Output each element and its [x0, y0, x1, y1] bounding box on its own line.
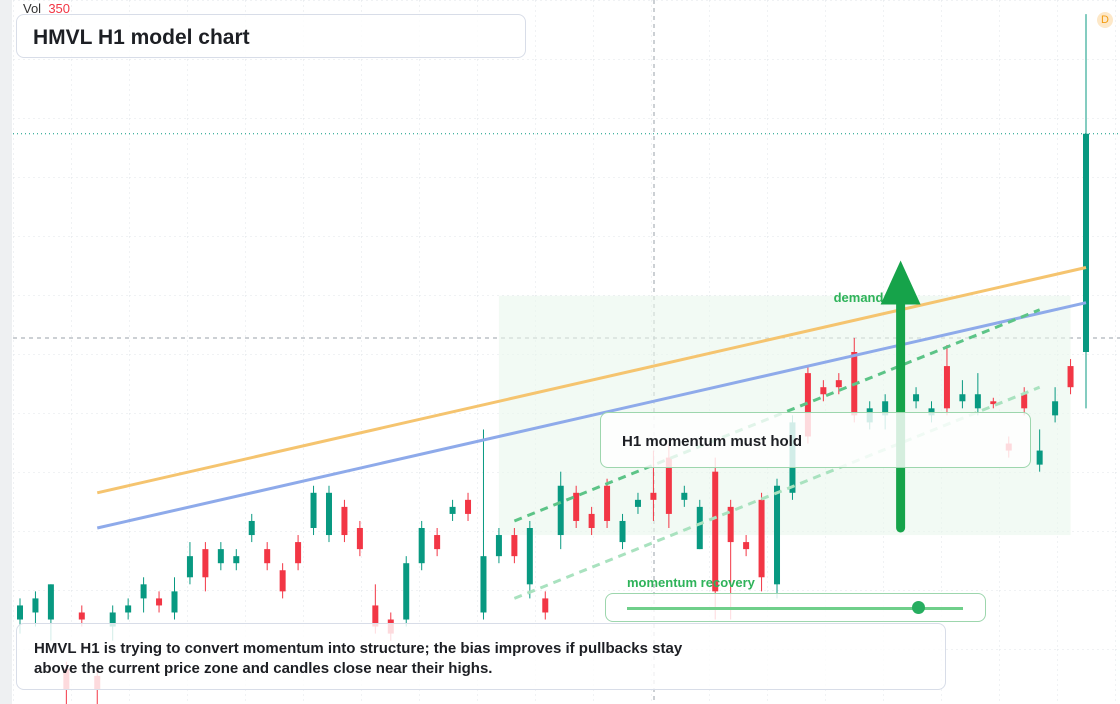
candle-body: [774, 485, 781, 585]
candle-body: [217, 549, 224, 564]
candle-body: [171, 591, 178, 613]
note-box: HMVL H1 is trying to convert momentum in…: [16, 623, 946, 690]
candle-body: [109, 612, 116, 627]
trend-line: [96, 266, 1087, 495]
note: HMVL H1 is trying to convert momentum in…: [34, 640, 683, 677]
candle-body: [619, 520, 626, 543]
candle-body: [356, 528, 363, 550]
candle-body: [186, 556, 193, 578]
candle-body: [1083, 133, 1089, 352]
left-strip: [0, 0, 12, 704]
hold-box: H1 momentum must hold: [600, 412, 1031, 468]
candle-body: [295, 542, 302, 564]
candle-body: [1067, 366, 1074, 388]
vol: Vol: [23, 1, 42, 16]
candle-body: [804, 373, 811, 437]
candle-body: [913, 394, 920, 402]
candle-body: [712, 471, 719, 592]
candle-body: [557, 485, 564, 536]
candle-body: [434, 535, 441, 550]
candle-body: [681, 492, 688, 500]
candle-body: [403, 563, 410, 620]
recovery-track: [627, 607, 963, 610]
candle-body: [17, 605, 23, 620]
candle-body: [696, 506, 703, 550]
candle-body: [511, 535, 518, 557]
candle-body: [634, 499, 641, 507]
candle-body: [248, 520, 255, 536]
vol-value: 350: [48, 1, 71, 16]
candle-body: [465, 499, 472, 514]
candle-body: [418, 528, 425, 564]
title: HMVL H1 model chart: [33, 26, 250, 49]
candle-body: [526, 528, 533, 585]
candle-body: [480, 556, 487, 613]
candle-body: [372, 605, 379, 627]
candle-body: [325, 492, 332, 536]
candle-body: [233, 556, 240, 564]
hold-text: H1 momentum must hold: [622, 433, 803, 450]
candle-body: [32, 598, 39, 613]
candle-body: [341, 506, 348, 536]
candle-body: [125, 605, 132, 613]
title-box: HMVL H1 model chart: [16, 14, 526, 58]
candle-body: [820, 387, 827, 395]
candle-body: [588, 513, 595, 528]
volume-label: Vol 350: [23, 1, 70, 16]
candle-body: [78, 612, 85, 620]
candle-body: [156, 598, 163, 606]
candle-body: [665, 457, 672, 514]
candle-body: [943, 366, 950, 409]
candle-body: [202, 549, 209, 578]
trend-line: [513, 385, 1041, 600]
candle-body: [959, 394, 966, 402]
candle-body: [310, 492, 317, 528]
candle-body: [47, 584, 54, 620]
candle-body: [990, 401, 997, 405]
candle-body: [495, 535, 502, 557]
candle-body: [449, 506, 456, 514]
recovery-knob[interactable]: [912, 601, 925, 614]
candle-body: [604, 485, 611, 521]
candle-body: [743, 542, 750, 550]
candle-body: [264, 549, 271, 564]
candle-body: [279, 570, 286, 592]
candle-body: [727, 506, 734, 543]
candle-body: [1052, 401, 1059, 416]
candle-body: [650, 492, 657, 500]
recovery-box: [605, 593, 986, 622]
candle-body: [882, 401, 889, 416]
candle-body: [928, 408, 935, 416]
recovery-label: momentum recovery: [627, 575, 755, 590]
candle-body: [974, 394, 981, 409]
badge[interactable]: D: [1097, 12, 1113, 28]
candle-body: [573, 492, 580, 521]
candle-body: [140, 584, 147, 599]
candle-body: [1036, 450, 1043, 465]
trend-line: [96, 301, 1087, 530]
candle-body: [542, 598, 549, 613]
candle-body: [835, 380, 842, 388]
candle-body: [758, 499, 765, 578]
arrow-head: [880, 260, 921, 305]
candle-body: [1021, 394, 1028, 409]
